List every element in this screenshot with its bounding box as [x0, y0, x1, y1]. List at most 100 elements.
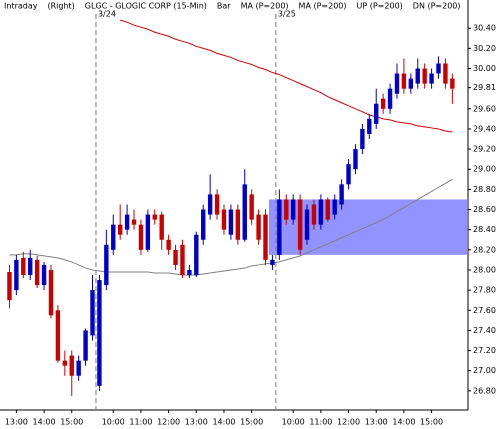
ma-line	[120, 19, 453, 133]
candle-body	[90, 290, 95, 336]
candle-body	[7, 271, 12, 301]
candle-body	[221, 209, 227, 230]
candle-body	[124, 214, 130, 230]
header-item: UP (P=200)	[357, 2, 403, 11]
y-tick-label: 28.20	[473, 245, 496, 254]
y-tick-label: 29.60	[473, 104, 496, 113]
x-tick-label: 12:00	[337, 418, 360, 427]
header-item: MA (P=200)	[241, 2, 289, 11]
candle-body	[48, 269, 54, 316]
candle-body	[429, 73, 434, 84]
candle-body	[311, 204, 317, 225]
ma-line	[9, 178, 453, 276]
candle-body	[277, 199, 282, 255]
candle-body	[21, 257, 26, 276]
header-item: (Right)	[47, 2, 74, 11]
y-tick-label: 27.00	[473, 366, 496, 375]
candle-body	[41, 264, 47, 286]
candle-body	[187, 269, 192, 276]
candle-body	[145, 214, 151, 250]
header-item: MA (P=200)	[299, 2, 347, 11]
x-tick-label: 14:00	[212, 418, 235, 427]
y-tick-label: 29.81	[473, 83, 496, 92]
candle-body	[201, 209, 206, 240]
candle-body	[304, 209, 310, 240]
x-tick-label: 15:00	[420, 418, 443, 427]
candle-body	[360, 128, 365, 150]
candle-body	[284, 199, 289, 220]
day-label: 3/24	[98, 10, 116, 19]
candle-body	[318, 199, 324, 225]
candle-body	[214, 194, 220, 215]
y-tick-label: 28.40	[473, 225, 496, 234]
candle-body	[263, 214, 268, 260]
x-tick-label: 13:00	[365, 418, 388, 427]
x-tick-label: 13:00	[185, 418, 208, 427]
header-item: Intraday	[4, 2, 38, 11]
candle-body	[332, 199, 337, 215]
y-tick-label: 29.00	[473, 165, 496, 174]
y-tick-label: 28.00	[473, 265, 496, 274]
candle-body	[408, 78, 414, 89]
candle-body	[242, 184, 247, 240]
candle-body	[415, 68, 420, 84]
candle-body	[353, 149, 358, 170]
x-tick-label: 13:00	[5, 418, 28, 427]
candle-body	[69, 355, 74, 376]
candle-body	[325, 199, 330, 220]
y-tick-label: 27.60	[473, 306, 496, 315]
y-tick-label: 26.80	[473, 386, 496, 395]
candle-body	[367, 118, 372, 134]
y-tick-label: 29.20	[473, 145, 496, 154]
x-tick-label: 11:00	[309, 418, 332, 427]
x-tick-label: 15:00	[240, 418, 263, 427]
y-tick-label: 27.20	[473, 346, 496, 355]
candle-body	[83, 330, 88, 361]
candle-body	[394, 73, 400, 94]
y-tick-label: 29.40	[473, 124, 496, 133]
candle-body	[55, 310, 61, 361]
candle-body	[380, 98, 386, 109]
y-tick-label: 30.00	[473, 64, 496, 73]
header-item: GLGC - GLOGIC CORP (15-Min)	[85, 2, 207, 11]
y-tick-label: 28.80	[473, 185, 496, 194]
candle-body	[97, 280, 102, 386]
day-label: 3/25	[278, 10, 296, 19]
y-tick-label: 30.20	[473, 44, 496, 53]
candle-body	[152, 214, 157, 220]
candle-body	[76, 360, 81, 376]
x-tick-label: 12:00	[157, 418, 180, 427]
candle-body	[297, 199, 303, 250]
header-item: DN (P=200)	[413, 2, 461, 11]
candle-body	[235, 209, 241, 240]
candle-body	[111, 224, 116, 250]
candle-body	[339, 184, 344, 205]
y-tick-label: 28.60	[473, 205, 496, 214]
candle-body	[173, 249, 178, 265]
candle-body	[290, 199, 296, 220]
candle-body	[270, 259, 275, 265]
y-tick-label: 27.80	[473, 286, 496, 295]
candle-body	[180, 244, 185, 276]
candle-body	[436, 63, 441, 74]
candle-body	[249, 194, 254, 220]
candle-body	[159, 214, 164, 240]
candle-body	[228, 209, 234, 235]
candle-body	[374, 103, 379, 124]
candle-body	[443, 63, 448, 84]
candle-body	[62, 360, 68, 366]
candle-body	[28, 257, 33, 276]
x-tick-label: 10:00	[102, 418, 125, 427]
candle-body	[401, 73, 407, 89]
x-tick-label: 15:00	[60, 418, 83, 427]
x-tick-label: 11:00	[129, 418, 152, 427]
candle-body	[194, 234, 199, 276]
candle-body	[104, 244, 109, 286]
candle-body	[387, 88, 393, 109]
x-tick-label: 14:00	[392, 418, 415, 427]
candle-body	[422, 68, 427, 84]
candle-body	[34, 259, 40, 286]
candle-body	[131, 219, 137, 225]
x-tick-label: 10:00	[282, 418, 305, 427]
